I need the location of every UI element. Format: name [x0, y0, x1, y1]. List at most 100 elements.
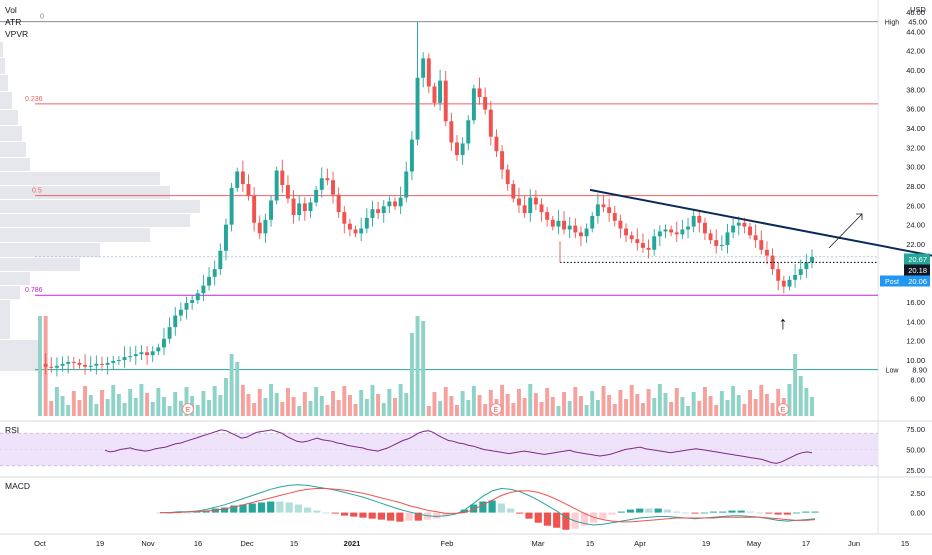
volume-bar	[804, 388, 809, 416]
macd-histogram-bar	[442, 512, 450, 516]
volume-bar	[578, 396, 583, 416]
volume-bar	[612, 404, 617, 416]
indicator-label-vpvr: VPVR	[5, 29, 28, 39]
candle-body	[612, 213, 617, 221]
candle-body	[770, 255, 775, 270]
volume-bar	[640, 403, 645, 416]
candle-body	[218, 250, 223, 270]
volume-bar	[178, 401, 183, 416]
volume-bar	[240, 385, 245, 416]
candle-body	[364, 217, 369, 229]
volume-bar	[680, 397, 685, 416]
candle-body	[370, 209, 375, 218]
descending-trendline	[589, 188, 932, 257]
vpvr-bar	[0, 214, 190, 227]
volume-bar	[105, 399, 110, 416]
post-tag-label: Post	[885, 279, 899, 286]
candle-body	[635, 239, 640, 244]
volume-bar	[38, 316, 42, 416]
candle-body	[184, 302, 189, 310]
candle-body	[77, 362, 82, 365]
candle-body	[505, 169, 510, 185]
candle-body	[88, 365, 93, 367]
candle-body	[578, 232, 583, 237]
volume-bar	[764, 394, 769, 416]
candle-body	[725, 232, 730, 245]
macd-histogram-bar	[460, 509, 469, 513]
macd-histogram-bar	[506, 508, 515, 513]
time-tick-label: Apr	[634, 539, 646, 548]
candle-body	[195, 293, 200, 301]
volume-bar	[54, 387, 59, 416]
volume-bar	[584, 405, 589, 416]
volume-bar	[663, 393, 668, 416]
candle-body	[393, 201, 397, 207]
candle-body	[426, 58, 431, 87]
price-tick-label: 14.00	[906, 317, 925, 326]
candle-body	[618, 220, 623, 229]
vpvr-bar	[0, 200, 200, 213]
candle-body	[207, 276, 212, 286]
macd-histogram-bar	[756, 512, 764, 514]
candle-body	[116, 360, 121, 361]
price-tick-label: 26.00	[906, 201, 925, 210]
volume-bar	[415, 316, 420, 416]
candle-body	[787, 279, 792, 287]
candle-body	[539, 204, 544, 213]
vpvr-bar	[0, 272, 30, 285]
volume-bar	[719, 391, 724, 416]
volume-bar	[770, 403, 775, 416]
macd-histogram-bar	[516, 512, 524, 514]
price-tick-label: 10.00	[906, 356, 925, 365]
candle-body	[522, 205, 527, 214]
volume-bar	[466, 400, 471, 416]
volume-bar	[708, 396, 713, 416]
candle-body	[201, 285, 206, 294]
macd-histogram-bar	[691, 512, 699, 514]
vpvr-bar	[0, 340, 40, 371]
vpvr-bar	[0, 300, 10, 339]
volume-bar	[319, 396, 324, 416]
candle-body	[336, 194, 341, 213]
candle-body	[556, 220, 561, 227]
candle-body	[719, 244, 724, 246]
volume-bar	[669, 402, 674, 416]
macd-histogram-bar	[313, 510, 321, 513]
macd-histogram-bar	[497, 503, 505, 513]
volume-bar	[66, 405, 71, 416]
volume-bar	[522, 398, 527, 416]
candle-body	[798, 269, 803, 275]
macd-histogram-bar	[654, 508, 662, 513]
candle-body	[488, 109, 493, 137]
volume-bar	[443, 387, 448, 416]
candle-body	[145, 352, 150, 356]
volume-bar	[325, 405, 330, 416]
projection-arrowhead-icon	[856, 213, 863, 220]
price-tick-label: 36.00	[906, 105, 925, 114]
volume-bar	[364, 399, 369, 416]
macd-histogram-bar	[248, 503, 256, 513]
candle-body	[167, 327, 172, 339]
volume-bar	[438, 401, 443, 416]
candle-body	[280, 170, 285, 186]
candle-body	[122, 357, 127, 360]
macd-histogram-bar	[765, 512, 773, 514]
candle-body	[517, 198, 521, 206]
candle-body	[60, 363, 65, 366]
volume-bar	[432, 392, 437, 416]
volume-bar	[173, 392, 178, 416]
volume-bar	[246, 394, 251, 416]
macd-histogram-bar	[525, 512, 533, 519]
candle-body	[319, 178, 324, 190]
candle-body	[381, 206, 386, 214]
earnings-marker-icon	[182, 403, 194, 415]
fib-label: 0	[40, 14, 44, 21]
volume-bar	[184, 387, 189, 416]
volume-bar	[269, 384, 274, 416]
volume-bar	[691, 392, 696, 416]
candle-body	[156, 347, 161, 352]
macd-histogram-bar	[673, 511, 681, 513]
volume-bar	[111, 385, 116, 416]
macd-histogram-bar	[359, 512, 367, 518]
volume-bar	[167, 406, 172, 416]
